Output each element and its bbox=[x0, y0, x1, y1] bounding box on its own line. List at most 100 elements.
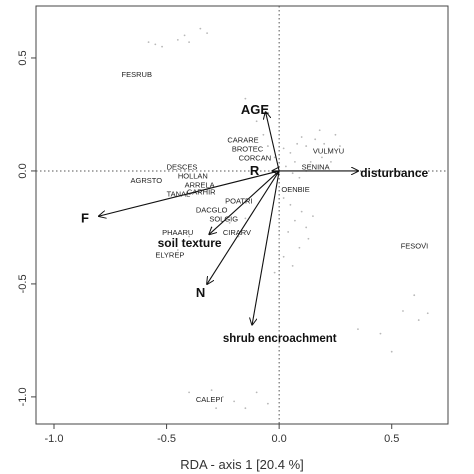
site-point bbox=[296, 142, 299, 145]
site-point bbox=[357, 328, 359, 331]
site-point bbox=[298, 246, 301, 249]
site-point bbox=[305, 226, 308, 229]
site-point bbox=[183, 34, 186, 37]
site-point bbox=[255, 120, 258, 123]
site-point bbox=[285, 165, 287, 168]
site-point bbox=[210, 226, 213, 229]
site-point bbox=[289, 151, 292, 154]
species-label: OENBIE bbox=[281, 185, 309, 194]
site-point bbox=[309, 161, 312, 163]
species-label: BROTEC bbox=[232, 144, 264, 153]
site-point bbox=[215, 407, 218, 410]
site-point bbox=[228, 222, 231, 224]
site-point bbox=[307, 237, 310, 240]
y-tick-label: 0.0 bbox=[17, 163, 29, 178]
site-point bbox=[188, 41, 190, 44]
vector-label: disturbance bbox=[360, 166, 428, 180]
site-point bbox=[188, 391, 190, 394]
species-label: CARARE bbox=[227, 135, 258, 144]
vector-arrow bbox=[209, 170, 280, 234]
species-label: CORCAN bbox=[239, 153, 272, 162]
site-point bbox=[300, 210, 303, 213]
site-point bbox=[298, 176, 301, 179]
site-point bbox=[282, 147, 285, 150]
species-label: FESRUB bbox=[122, 70, 152, 79]
site-point bbox=[282, 197, 285, 199]
species-label: PHAARU bbox=[162, 228, 193, 237]
vector-arrow bbox=[266, 112, 280, 172]
species-label: SOLGIG bbox=[209, 214, 238, 223]
site-point bbox=[334, 133, 337, 136]
vector-label: R bbox=[250, 163, 260, 178]
species-label: VULMYU bbox=[313, 147, 344, 156]
site-point bbox=[294, 219, 296, 222]
site-point bbox=[291, 172, 294, 175]
zero-lines bbox=[36, 6, 448, 424]
site-point bbox=[161, 45, 163, 48]
x-axis-title: RDA - axis 1 [20.4 %] bbox=[180, 457, 304, 472]
x-tick-label: -0.5 bbox=[157, 433, 176, 445]
site-point bbox=[199, 244, 202, 247]
site-point bbox=[278, 237, 281, 240]
site-point bbox=[417, 319, 420, 321]
plot-frame bbox=[35, 5, 449, 425]
site-point bbox=[321, 156, 323, 159]
site-point bbox=[176, 249, 179, 251]
site-point bbox=[221, 395, 224, 398]
site-point bbox=[273, 156, 276, 159]
site-point bbox=[244, 217, 247, 220]
species-label: CARHIR bbox=[187, 187, 216, 196]
site-point bbox=[379, 332, 382, 335]
site-point bbox=[266, 402, 269, 405]
site-point bbox=[318, 129, 321, 132]
x-axis-ticks: -1.0 -0.5 0.0 0.5 bbox=[45, 424, 399, 445]
site-point bbox=[330, 161, 332, 163]
site-point bbox=[262, 133, 265, 136]
vector-label: soil texture bbox=[158, 236, 222, 250]
species-label: FESOVI bbox=[401, 242, 429, 251]
vector-label: AGE bbox=[241, 102, 270, 117]
site-point bbox=[402, 310, 404, 312]
y-tick-label: 0.5 bbox=[17, 50, 29, 65]
site-point bbox=[176, 38, 179, 41]
y-tick-label: -1.0 bbox=[17, 387, 29, 406]
species-label: TANAL bbox=[167, 190, 191, 199]
site-point bbox=[206, 32, 209, 35]
vector-label: F bbox=[81, 210, 89, 225]
site-point bbox=[300, 136, 303, 138]
site-point bbox=[154, 43, 157, 46]
y-tick-label: -0.5 bbox=[17, 274, 29, 293]
site-point bbox=[327, 147, 330, 150]
site-point bbox=[287, 231, 290, 233]
site-point bbox=[244, 97, 247, 100]
species-label: DACGLO bbox=[196, 205, 228, 214]
site-point bbox=[323, 142, 326, 145]
species-label: SENINA bbox=[302, 162, 330, 171]
site-point bbox=[426, 312, 429, 315]
y-axis-ticks: -1.0 -0.5 0.0 0.5 bbox=[17, 50, 36, 406]
vector-arrow bbox=[207, 170, 280, 284]
site-point bbox=[291, 264, 294, 267]
site-point bbox=[314, 138, 317, 141]
site-point bbox=[221, 210, 224, 213]
species-label: HOLLAN bbox=[178, 171, 208, 180]
vector-arrow bbox=[252, 170, 280, 325]
vector-arrow bbox=[99, 170, 280, 216]
x-tick-label: 0.5 bbox=[384, 433, 399, 445]
species-label: CIRARV bbox=[223, 228, 251, 237]
site-point bbox=[424, 242, 427, 245]
site-point bbox=[305, 145, 308, 147]
site-point bbox=[390, 350, 393, 353]
site-point bbox=[255, 391, 258, 394]
site-point bbox=[282, 255, 285, 258]
x-tick-label: 0.0 bbox=[271, 433, 286, 445]
site-point bbox=[210, 389, 213, 392]
site-point bbox=[339, 145, 341, 147]
species-label: POATRI bbox=[225, 196, 252, 205]
site-point bbox=[188, 235, 190, 238]
species-label: ARRELA bbox=[185, 180, 215, 189]
site-point bbox=[413, 294, 416, 297]
